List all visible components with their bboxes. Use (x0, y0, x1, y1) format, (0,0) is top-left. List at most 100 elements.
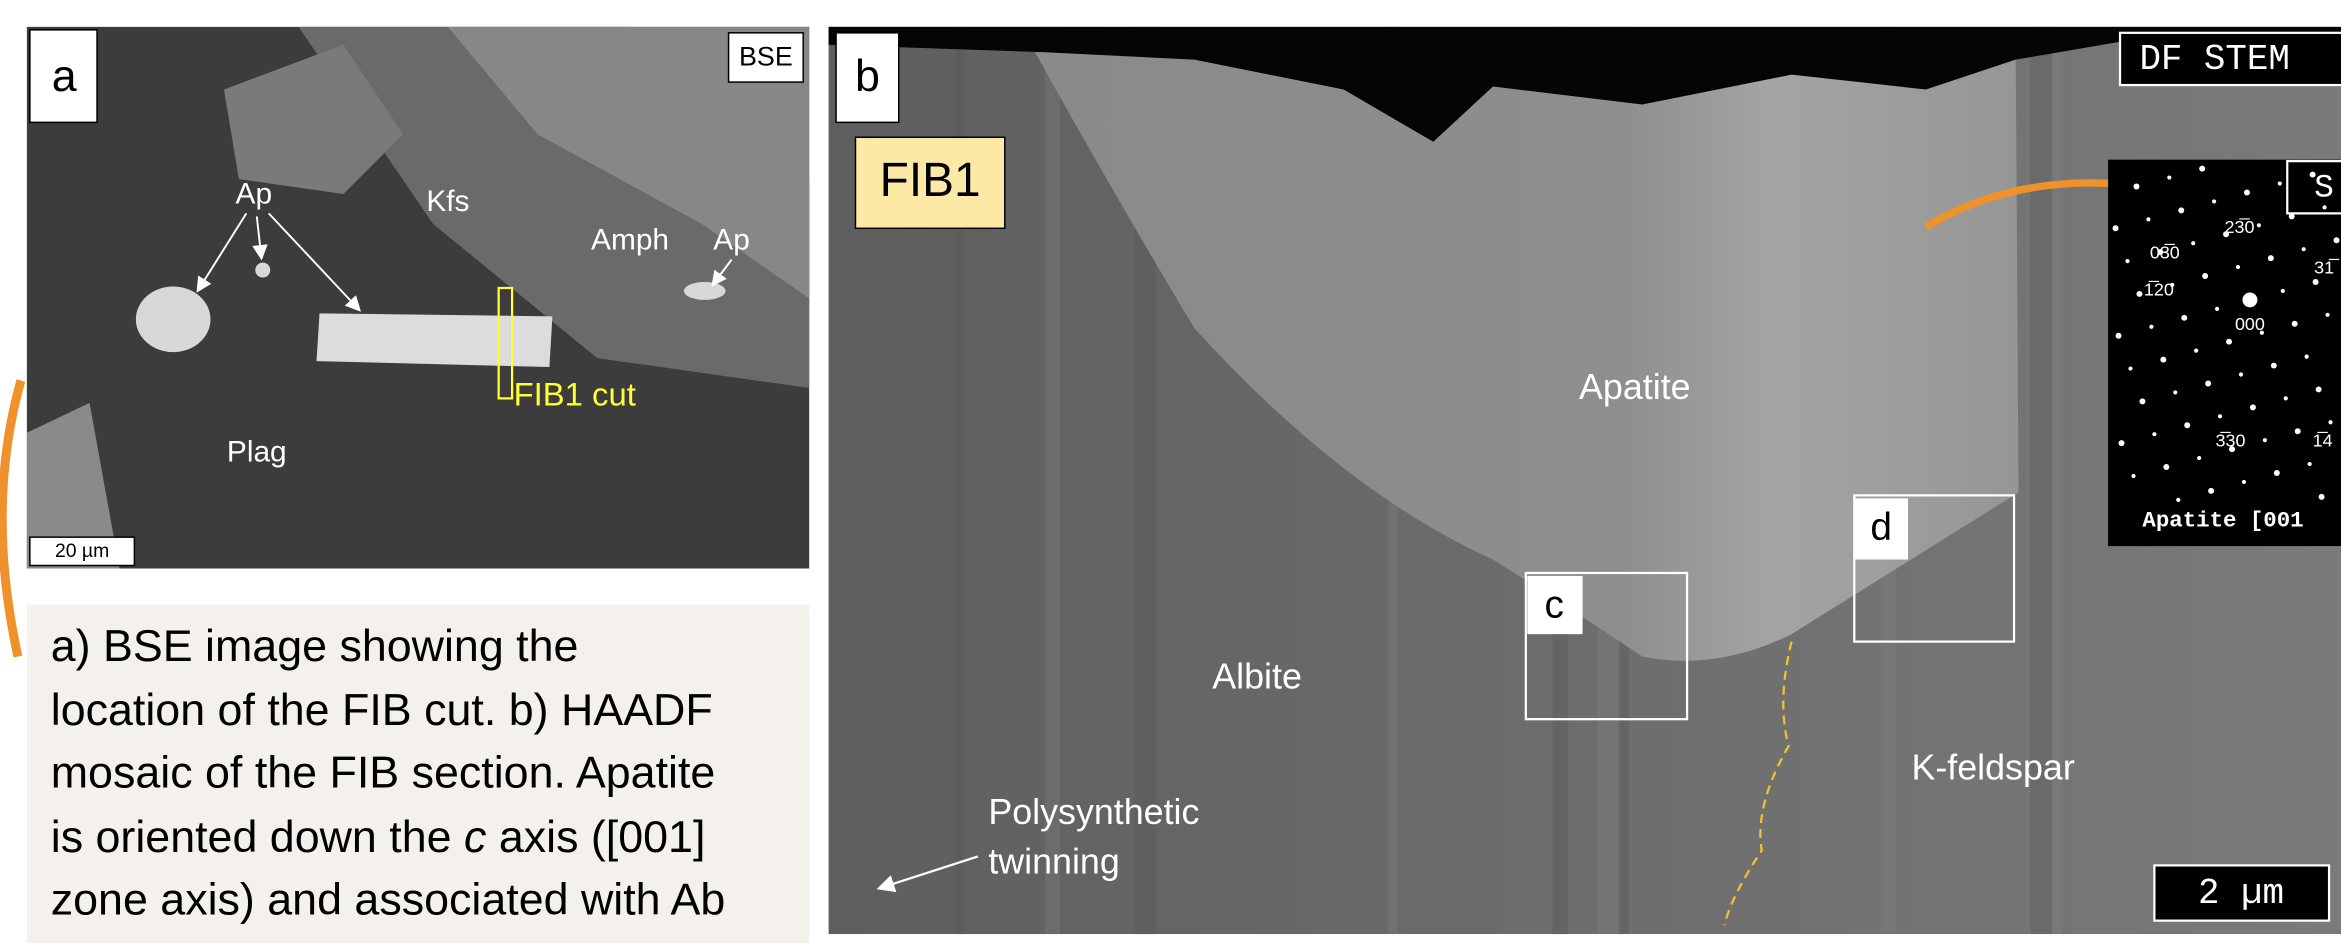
page: {"panel_a": {"label": "a", "mode": "BSE"… (0, 0, 2341, 943)
caption-line: a) BSE image showing the (51, 621, 579, 671)
annotation: Ap (713, 224, 750, 257)
section-label: FIB1 (880, 154, 981, 207)
annotation: Plag (227, 435, 287, 468)
spot-index: 03̅0 (2150, 242, 2180, 262)
spot-index: 3̅30 (2216, 430, 2246, 450)
diffraction-label: S (2314, 170, 2334, 207)
caption-text: axis ([001] (486, 812, 705, 862)
diffraction-spot (2295, 428, 2301, 434)
diffraction-spot (2181, 315, 2187, 321)
diffraction-spot (2202, 273, 2208, 279)
spot-index: 000 (2235, 314, 2265, 334)
caption-line: location of the FIB cut. b) HAADF (51, 685, 713, 735)
diffraction-spot (2139, 398, 2145, 404)
diffraction-spot (2119, 440, 2125, 446)
phase-label: Apatite (1579, 367, 1691, 407)
diffraction-spot (2281, 289, 2285, 293)
diffraction-spot (2146, 217, 2150, 221)
phase-label: K-feldspar (1911, 747, 2074, 787)
diffraction-spot (2113, 225, 2119, 231)
zone-label: Apatite [001 (2142, 508, 2303, 534)
diffraction-spot (2173, 390, 2177, 394)
apatite-grain (317, 313, 553, 367)
diffraction-spot (2218, 414, 2222, 418)
caption: a) BSE image showing the location of the… (27, 604, 809, 943)
caption-text: is oriented down the (51, 812, 464, 862)
diffraction-spot (2236, 265, 2240, 269)
diffraction-spot (2263, 438, 2267, 442)
diffraction-spot (2160, 357, 2166, 363)
mode-label: BSE (739, 41, 793, 71)
diffraction-spot (2133, 184, 2139, 190)
caption-line: is oriented down the c axis ([001] (51, 812, 706, 862)
diffraction-spot (2149, 325, 2153, 329)
diffraction-spot (2163, 464, 2169, 470)
diffraction-spot (2334, 237, 2340, 243)
diffraction-spot (2284, 396, 2288, 400)
diffraction-spot (2215, 307, 2219, 311)
stripe (2030, 27, 2051, 934)
diffraction-spot (2184, 422, 2190, 428)
diffraction-spot (2136, 291, 2142, 297)
diffraction-spot (2125, 259, 2129, 263)
phase-label: Albite (1212, 656, 1302, 696)
diffraction-spot (2197, 456, 2201, 460)
spot-index: 23̅0 (2225, 217, 2255, 237)
diffraction-spot (2244, 189, 2250, 195)
spot-index: 1̅4 (2313, 430, 2333, 450)
panel-label: a (52, 51, 77, 101)
diffraction-spot (2242, 480, 2246, 484)
diffraction-spot (2316, 386, 2322, 392)
diffraction-spot (2308, 462, 2312, 466)
stripe (2053, 27, 2062, 934)
fib-label: FIB1 cut (514, 376, 636, 413)
twinning-label: twinning (988, 841, 1119, 881)
diffraction-spot (2176, 498, 2180, 502)
diffraction-spot (2178, 207, 2184, 213)
diffraction-spot (2257, 223, 2261, 227)
mode-label: DF STEM (2139, 39, 2289, 80)
caption-line: zone axis) and associated with Ab (51, 875, 726, 925)
inset-label: c (1544, 584, 1563, 627)
diffraction-spot (2271, 363, 2277, 369)
apatite-grain (684, 282, 726, 300)
diffraction-spot (2239, 372, 2243, 376)
annotation: Amph (591, 224, 669, 257)
diffraction-spot (2292, 321, 2298, 327)
diffraction-spot (2167, 175, 2171, 179)
diffraction-spot (2212, 199, 2216, 203)
diffraction-spot (2152, 432, 2156, 436)
diffraction-spot (2131, 474, 2135, 478)
diffraction-spot (2305, 355, 2309, 359)
diffraction-spot (2325, 313, 2329, 317)
diffraction-spot (2191, 241, 2195, 245)
diffraction-spot (2128, 366, 2132, 370)
diffraction-spot (2194, 349, 2198, 353)
apatite-grain (136, 286, 211, 352)
diffraction-inset: S 23̅0 03̅0 1̅20 000 3̅30 31̅ 1̅4 Apatit… (2108, 160, 2341, 546)
diffraction-spot (2116, 333, 2122, 339)
diffraction-spot (2302, 247, 2306, 251)
annotation: Kfs (426, 185, 469, 218)
diffraction-spot (2328, 420, 2332, 424)
diffraction-spot (2289, 213, 2295, 219)
diffraction-spot (2268, 255, 2274, 261)
diffraction-spot (2205, 380, 2211, 386)
diffraction-spot (2313, 279, 2319, 285)
twinning-label: Polysynthetic (988, 792, 1199, 832)
caption-line: mosaic of the FIB section. Apatite (51, 748, 716, 798)
apatite-grain (255, 263, 270, 278)
diffraction-spot (2274, 470, 2280, 476)
central-spot (2242, 292, 2257, 307)
diffraction-spot (2319, 494, 2325, 500)
scale-bar-label: 20 µm (55, 540, 109, 562)
caption-italic: c (464, 812, 486, 862)
figure: a BSE Ap Kfs Amph Ap Plag FIB1 cut 20 µm… (0, 0, 2341, 943)
diffraction-spot (2208, 488, 2214, 494)
spot-index: 1̅20 (2144, 280, 2174, 300)
orange-arc (2, 380, 21, 656)
inset-label: d (1870, 506, 1892, 549)
diffraction-spot (2199, 166, 2205, 172)
panel-a: a BSE Ap Kfs Amph Ap Plag FIB1 cut 20 µm (27, 27, 809, 569)
scale-bar-label: 2 µm (2198, 873, 2284, 914)
